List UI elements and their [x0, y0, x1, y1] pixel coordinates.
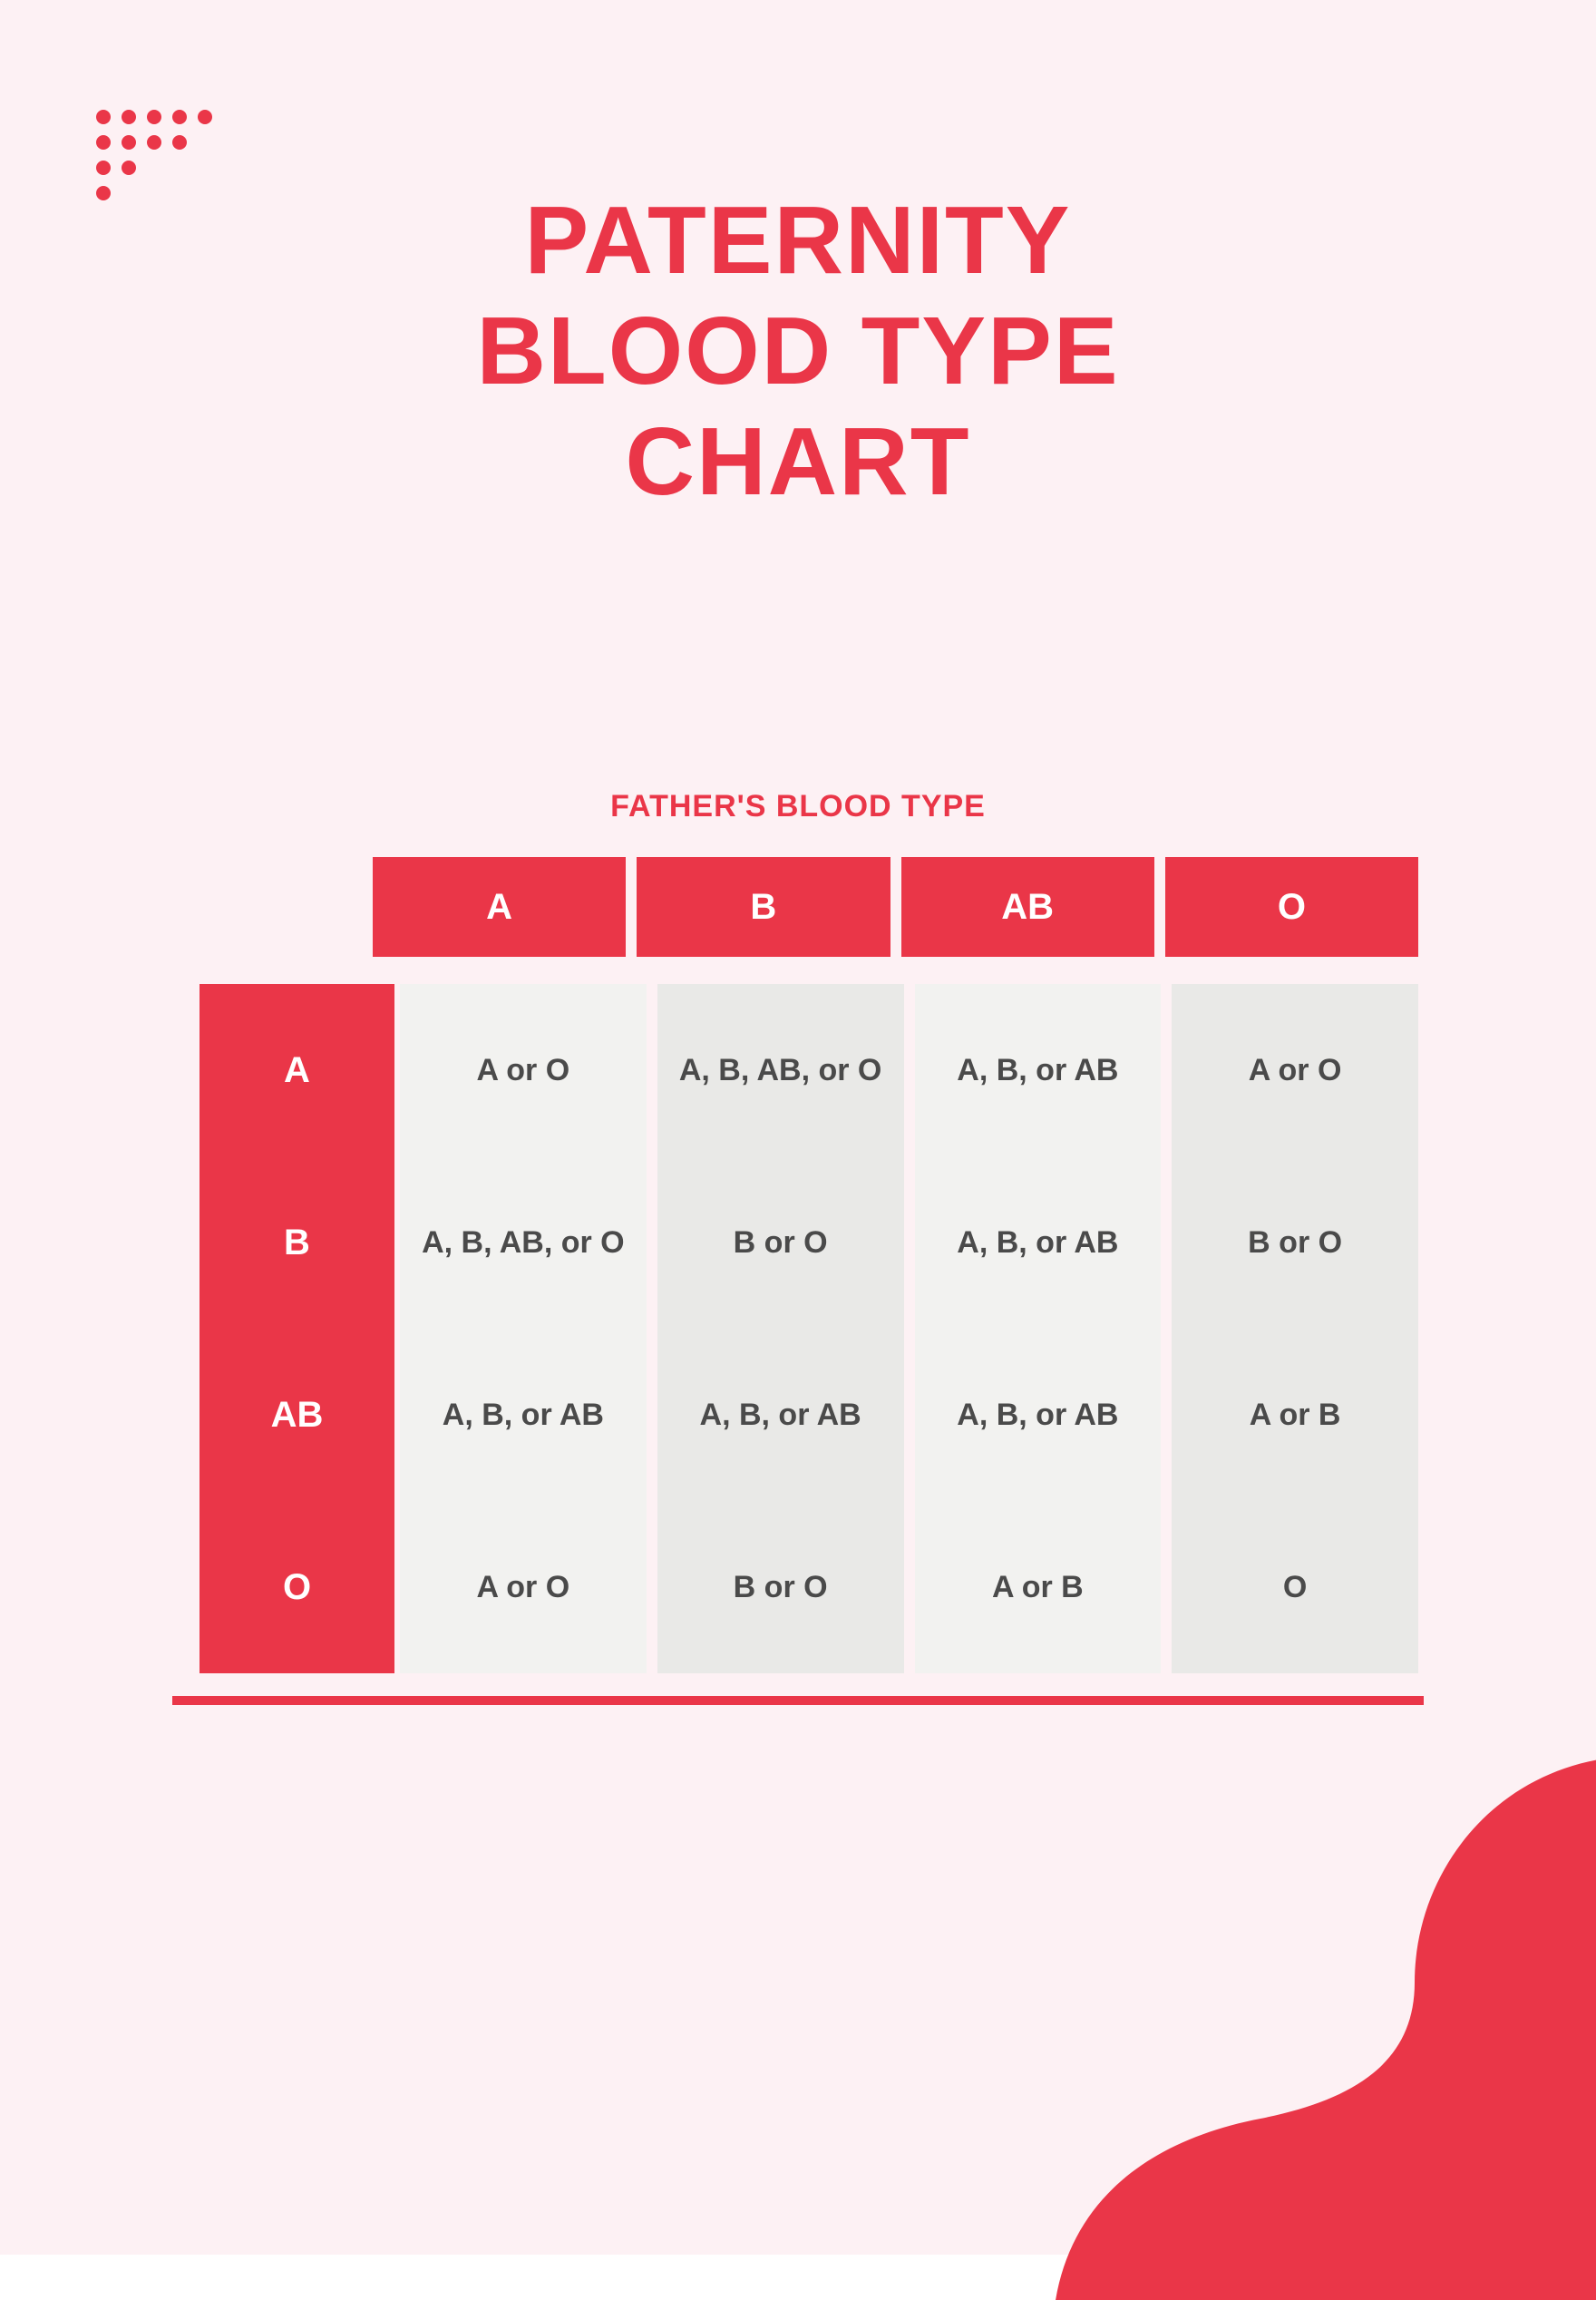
col-header-o: O — [1165, 857, 1418, 957]
cell-o-ab: A or B — [915, 1501, 1162, 1673]
cell-o-a: A or O — [400, 1501, 647, 1673]
page: PATERNITY BLOOD TYPE CHART FATHER'S BLOO… — [0, 0, 1596, 2255]
cell-a-ab: A, B, or AB — [915, 984, 1162, 1156]
blob-decoration — [1007, 1756, 1596, 2300]
title-line-3: CHART — [476, 407, 1119, 518]
table-body: A B AB O A or O A, B, AB, or O A, B, or … — [172, 984, 1424, 1673]
data-col-b: A, B, AB, or O B or O A, B, or AB B or O — [657, 984, 904, 1673]
title-line-1: PATERNITY — [476, 186, 1119, 297]
column-headers: A B AB O — [367, 857, 1424, 957]
title-line-2: BLOOD TYPE — [476, 297, 1119, 407]
row-header-ab: AB — [200, 1329, 394, 1501]
data-columns: A or O A, B, AB, or O A, B, or AB A or O… — [394, 984, 1424, 1673]
data-col-ab: A, B, or AB A, B, or AB A, B, or AB A or… — [915, 984, 1162, 1673]
cell-ab-a: A, B, or AB — [400, 1329, 647, 1501]
chart-title: PATERNITY BLOOD TYPE CHART — [476, 186, 1119, 518]
col-header-ab: AB — [901, 857, 1154, 957]
cell-ab-o: A or B — [1172, 1329, 1418, 1501]
table-underline — [172, 1696, 1424, 1705]
col-header-b: B — [637, 857, 890, 957]
cell-o-b: B or O — [657, 1501, 904, 1673]
row-header-b: B — [200, 1156, 394, 1329]
dots-decoration — [91, 104, 218, 206]
cell-b-a: A, B, AB, or O — [400, 1156, 647, 1329]
cell-a-a: A or O — [400, 984, 647, 1156]
col-header-a: A — [373, 857, 626, 957]
row-header-o: O — [200, 1501, 394, 1673]
cell-ab-ab: A, B, or AB — [915, 1329, 1162, 1501]
cell-a-b: A, B, AB, or O — [657, 984, 904, 1156]
row-header-a: A — [200, 984, 394, 1156]
data-col-o: A or O B or O A or B O — [1172, 984, 1418, 1673]
father-axis-label: FATHER'S BLOOD TYPE — [610, 789, 986, 824]
cell-a-o: A or O — [1172, 984, 1418, 1156]
data-col-a: A or O A, B, AB, or O A, B, or AB A or O — [400, 984, 647, 1673]
cell-b-o: B or O — [1172, 1156, 1418, 1329]
cell-o-o: O — [1172, 1501, 1418, 1673]
blood-type-table: A B AB O A B AB O A or O A, B, AB, or O … — [172, 857, 1424, 1673]
cell-b-ab: A, B, or AB — [915, 1156, 1162, 1329]
cell-ab-b: A, B, or AB — [657, 1329, 904, 1501]
row-headers: A B AB O — [200, 984, 394, 1673]
cell-b-b: B or O — [657, 1156, 904, 1329]
